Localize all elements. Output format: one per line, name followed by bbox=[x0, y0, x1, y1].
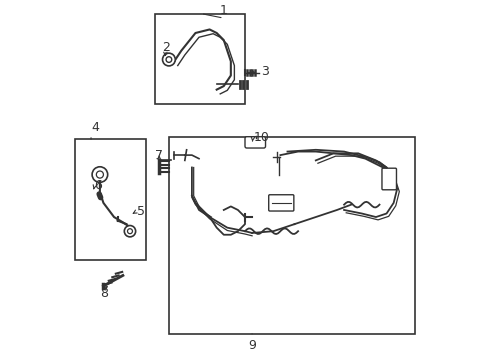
Text: 10: 10 bbox=[254, 131, 270, 144]
Bar bbox=[155, 14, 245, 104]
Text: 6: 6 bbox=[95, 179, 102, 192]
Circle shape bbox=[166, 57, 172, 62]
Circle shape bbox=[127, 229, 132, 234]
Circle shape bbox=[97, 171, 103, 178]
Text: 5: 5 bbox=[137, 205, 145, 218]
Text: 7: 7 bbox=[155, 149, 163, 162]
FancyBboxPatch shape bbox=[245, 137, 266, 148]
Circle shape bbox=[163, 53, 175, 66]
Text: 9: 9 bbox=[248, 339, 256, 352]
Circle shape bbox=[92, 167, 108, 183]
Text: 1: 1 bbox=[220, 4, 228, 17]
Bar bbox=[169, 138, 415, 334]
FancyBboxPatch shape bbox=[382, 168, 396, 190]
Text: 8: 8 bbox=[100, 287, 108, 300]
Text: 4: 4 bbox=[91, 121, 99, 134]
Circle shape bbox=[124, 225, 136, 237]
FancyBboxPatch shape bbox=[269, 195, 294, 211]
Text: 2: 2 bbox=[162, 41, 170, 54]
Text: 3: 3 bbox=[261, 66, 269, 78]
Bar bbox=[75, 139, 146, 260]
